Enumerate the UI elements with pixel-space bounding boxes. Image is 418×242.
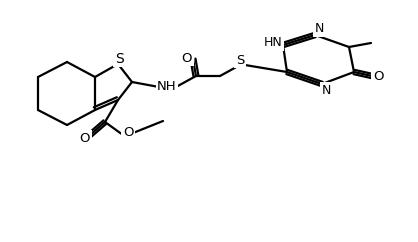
Text: O: O	[123, 126, 133, 138]
Text: S: S	[236, 53, 244, 67]
Text: O: O	[182, 52, 192, 65]
Text: NH: NH	[157, 81, 177, 93]
Text: O: O	[373, 69, 383, 83]
Text: O: O	[80, 131, 90, 144]
Text: N: N	[321, 83, 331, 97]
Text: HN: HN	[264, 37, 283, 50]
Text: N: N	[314, 23, 324, 36]
Text: S: S	[115, 52, 123, 66]
